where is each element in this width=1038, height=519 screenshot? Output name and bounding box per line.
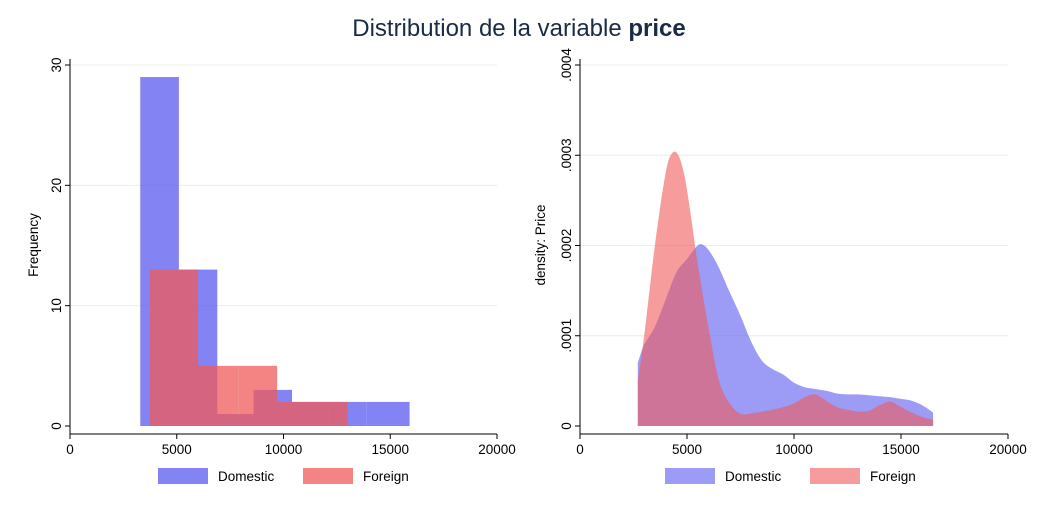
x-tick-label: 20000 — [478, 442, 516, 457]
legend-label: Foreign — [870, 469, 916, 484]
y-tick-label: 0 — [49, 422, 64, 430]
foreign-histogram-bar — [150, 269, 199, 426]
histogram-panel: 0 10 20 30 0 5000 10000 15000 20000 Frequency Dome… — [26, 57, 516, 484]
legend-label: Domestic — [218, 469, 275, 484]
y-tick-label: 20 — [49, 178, 64, 193]
x-tick-label: 5000 — [162, 442, 192, 457]
y-tick-label: 30 — [49, 57, 64, 72]
y-tick-label: .0004 — [559, 48, 574, 82]
x-tick-label: 10000 — [775, 442, 813, 457]
figure-title: Distribution de la variable price — [352, 15, 686, 42]
figure-title-prefix: Distribution de la variable — [352, 15, 628, 42]
domestic-histogram-bar — [366, 401, 410, 426]
density-panel: 0 .0001 .0002 .0003 .0004 0 5000 10000 15000 2000… — [533, 48, 1027, 484]
y-axis-title: Frequency — [26, 213, 41, 277]
figure-title-variable: price — [628, 15, 685, 42]
legend-swatch — [303, 468, 353, 484]
legend-swatch — [158, 468, 208, 484]
y-tick-label: .0001 — [559, 319, 574, 353]
x-tick-label: 15000 — [371, 442, 409, 457]
y-tick-label: .0002 — [559, 229, 574, 263]
foreign-histogram-bar — [198, 365, 239, 426]
legend-label: Foreign — [363, 469, 409, 484]
legend-label: Domestic — [725, 469, 782, 484]
x-tick-label: 10000 — [265, 442, 303, 457]
x-tick-label: 0 — [66, 442, 74, 457]
foreign-histogram-bar — [238, 365, 278, 426]
foreign-density-area — [637, 151, 934, 426]
foreign-histogram-bar — [277, 401, 314, 426]
y-tick-label: 0 — [559, 422, 574, 430]
legend-swatch — [810, 468, 860, 484]
x-tick-label: 0 — [576, 442, 584, 457]
y-tick-label: .0003 — [559, 138, 574, 172]
foreign-histogram-bar — [313, 401, 348, 426]
x-tick-label: 20000 — [989, 442, 1027, 457]
y-tick-label: 10 — [49, 298, 64, 313]
y-axis-title: density: Price — [533, 204, 548, 285]
x-tick-label: 5000 — [672, 442, 702, 457]
legend-swatch — [665, 468, 715, 484]
x-tick-label: 15000 — [882, 442, 920, 457]
